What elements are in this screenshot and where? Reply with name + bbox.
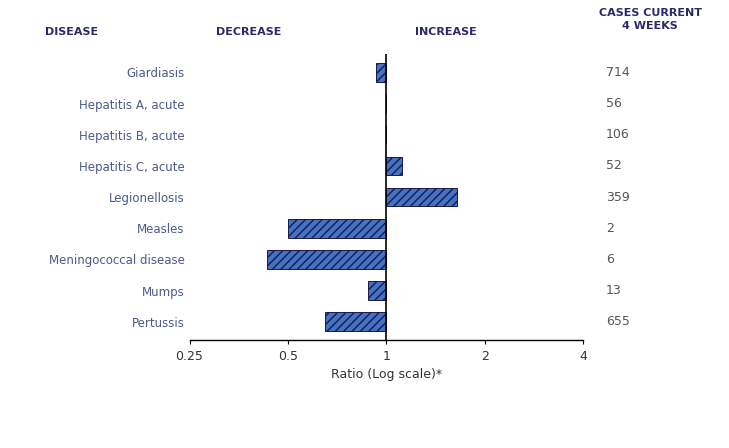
X-axis label: Ratio (Log scale)*: Ratio (Log scale)*: [331, 368, 442, 381]
Text: DECREASE: DECREASE: [216, 26, 281, 37]
Bar: [386, 157, 402, 175]
Bar: [386, 188, 458, 207]
Text: 52: 52: [606, 159, 622, 172]
Text: DISEASE: DISEASE: [45, 26, 98, 37]
Text: 6: 6: [606, 253, 614, 266]
Text: 714: 714: [606, 66, 630, 79]
Text: 2: 2: [606, 222, 614, 235]
Text: 106: 106: [606, 128, 630, 141]
Bar: [376, 63, 386, 82]
Bar: [368, 281, 386, 300]
Text: 13: 13: [606, 284, 622, 297]
Text: CASES CURRENT
4 WEEKS: CASES CURRENT 4 WEEKS: [599, 9, 701, 31]
Bar: [288, 219, 386, 237]
Bar: [325, 312, 386, 331]
Text: 359: 359: [606, 190, 630, 204]
Bar: [267, 250, 386, 269]
Text: 56: 56: [606, 97, 622, 110]
Legend: Beyond historical limits: Beyond historical limits: [247, 444, 431, 448]
Text: 655: 655: [606, 315, 630, 328]
Text: INCREASE: INCREASE: [415, 26, 476, 37]
